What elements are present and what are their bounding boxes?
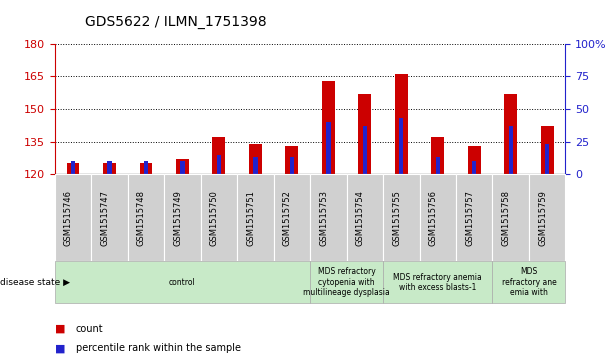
Text: GSM1515754: GSM1515754	[356, 190, 365, 246]
Bar	[176, 159, 188, 174]
Bar	[253, 157, 258, 174]
Bar	[504, 94, 517, 174]
Bar	[362, 126, 367, 174]
Text: GSM1515751: GSM1515751	[246, 190, 255, 246]
Text: GSM1515755: GSM1515755	[392, 190, 401, 246]
Text: ■: ■	[55, 343, 65, 354]
Bar	[358, 94, 371, 174]
Bar	[399, 118, 404, 174]
Text: disease state ▶: disease state ▶	[0, 278, 70, 287]
Bar	[71, 161, 75, 174]
Text: GSM1515752: GSM1515752	[283, 190, 292, 246]
Bar	[508, 126, 513, 174]
Bar	[468, 146, 480, 174]
Bar	[249, 144, 261, 174]
Text: GSM1515753: GSM1515753	[319, 190, 328, 246]
Bar	[285, 146, 298, 174]
Text: MDS refractory anemia
with excess blasts-1: MDS refractory anemia with excess blasts…	[393, 273, 482, 292]
Bar	[212, 137, 225, 174]
Bar	[139, 163, 152, 174]
Text: GSM1515757: GSM1515757	[465, 190, 474, 246]
Text: GSM1515747: GSM1515747	[100, 190, 109, 246]
Bar	[289, 157, 294, 174]
Text: MDS
refractory ane
emia with: MDS refractory ane emia with	[502, 267, 556, 297]
Text: GSM1515750: GSM1515750	[210, 190, 219, 246]
Bar	[541, 126, 553, 174]
Bar	[431, 137, 444, 174]
Text: GSM1515756: GSM1515756	[429, 190, 438, 246]
Text: GSM1515759: GSM1515759	[538, 190, 547, 246]
Bar	[545, 144, 550, 174]
Text: GSM1515749: GSM1515749	[173, 190, 182, 246]
Bar	[180, 161, 185, 174]
Bar	[66, 163, 79, 174]
Bar	[322, 81, 334, 174]
Text: percentile rank within the sample: percentile rank within the sample	[76, 343, 241, 354]
Bar	[395, 74, 407, 174]
Text: GSM1515748: GSM1515748	[137, 190, 146, 246]
Bar	[103, 163, 116, 174]
Bar	[435, 157, 440, 174]
Text: GDS5622 / ILMN_1751398: GDS5622 / ILMN_1751398	[85, 15, 267, 29]
Text: MDS refractory
cytopenia with
multilineage dysplasia: MDS refractory cytopenia with multilinea…	[303, 267, 390, 297]
Bar	[143, 161, 148, 174]
Text: count: count	[76, 323, 103, 334]
Text: control: control	[169, 278, 196, 287]
Bar	[472, 161, 477, 174]
Bar	[326, 122, 331, 174]
Text: GSM1515746: GSM1515746	[64, 190, 73, 246]
Bar	[216, 155, 221, 174]
Text: GSM1515758: GSM1515758	[502, 190, 511, 246]
Text: ■: ■	[55, 323, 65, 334]
Bar	[107, 161, 112, 174]
